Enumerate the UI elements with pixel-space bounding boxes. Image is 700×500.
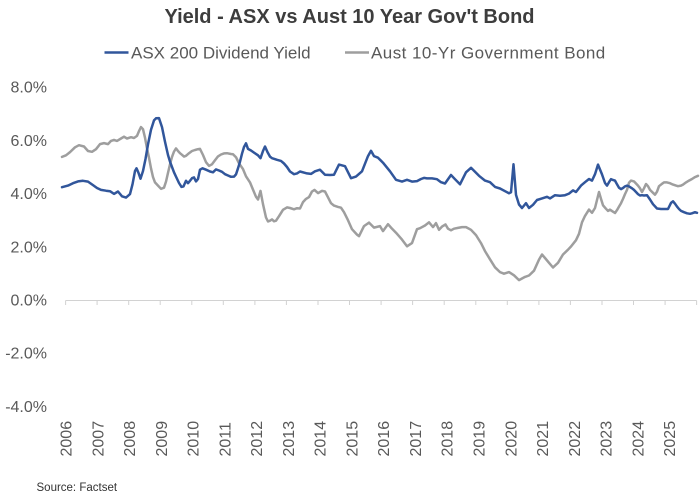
svg-text:2006: 2006 [59, 421, 76, 457]
svg-text:2019: 2019 [472, 421, 489, 457]
svg-text:8.0%: 8.0% [11, 80, 47, 97]
svg-text:0.0%: 0.0% [11, 293, 47, 310]
svg-text:2015: 2015 [344, 421, 361, 457]
svg-text:2025: 2025 [662, 421, 679, 457]
svg-text:2020: 2020 [503, 421, 520, 457]
svg-text:2024: 2024 [630, 421, 647, 457]
svg-text:Yield - ASX vs Aust 10 Year Go: Yield - ASX vs Aust 10 Year Gov't Bond [164, 6, 534, 28]
svg-text:ASX 200 Dividend Yield: ASX 200 Dividend Yield [131, 44, 311, 63]
svg-text:Aust 10-Yr Government Bond: Aust 10-Yr Government Bond [371, 44, 606, 63]
svg-text:2017: 2017 [408, 421, 425, 457]
svg-text:6.0%: 6.0% [11, 133, 47, 150]
svg-text:2.0%: 2.0% [11, 239, 47, 256]
svg-text:2013: 2013 [281, 421, 298, 457]
svg-text:-4.0%: -4.0% [5, 399, 47, 416]
svg-text:2016: 2016 [376, 421, 393, 457]
svg-text:2009: 2009 [154, 421, 171, 457]
svg-text:2018: 2018 [440, 421, 457, 457]
svg-text:2008: 2008 [122, 421, 139, 457]
svg-text:4.0%: 4.0% [11, 186, 47, 203]
svg-text:2023: 2023 [599, 421, 616, 457]
svg-text:2022: 2022 [567, 421, 584, 457]
svg-text:-2.0%: -2.0% [5, 346, 47, 363]
svg-text:2021: 2021 [535, 421, 552, 457]
svg-text:2014: 2014 [313, 421, 330, 457]
svg-text:2007: 2007 [90, 421, 107, 457]
svg-text:2012: 2012 [249, 421, 266, 457]
svg-text:2010: 2010 [186, 421, 203, 457]
svg-text:2011: 2011 [217, 422, 234, 457]
svg-text:Source: Factset: Source: Factset [37, 482, 118, 494]
